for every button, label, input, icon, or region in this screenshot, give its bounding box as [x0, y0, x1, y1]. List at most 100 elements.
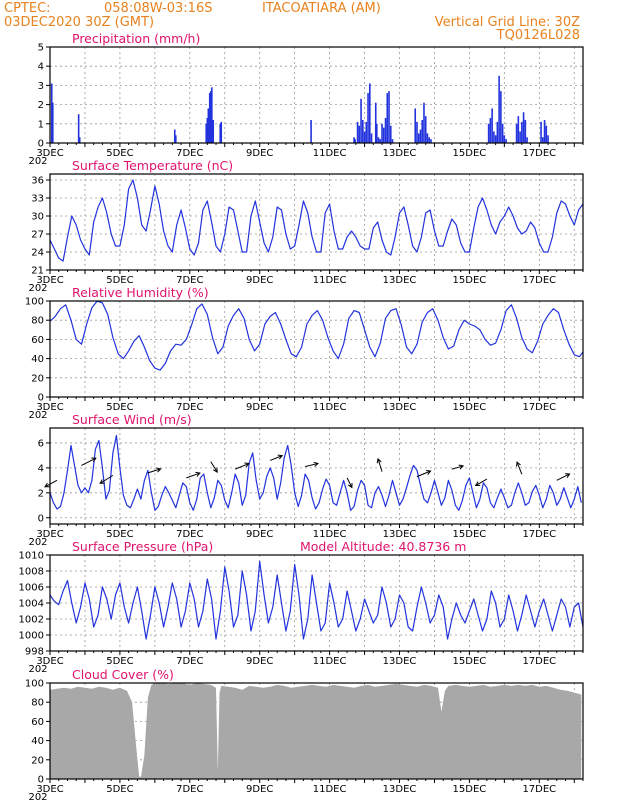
wind-arrow [474, 478, 488, 487]
wind-line [49, 434, 582, 511]
temperature-panel: 21 24 27 30 33 36 3DEC 5DEC 7DEC 9DEC 11DEC 13DEC 15… [28, 158, 584, 294]
wind-arrow [516, 461, 523, 475]
precipitation-bar [211, 87, 213, 143]
wind-arrow-shaft [44, 479, 58, 488]
precipitation-bar [356, 121, 359, 143]
wind-frame [49, 427, 584, 525]
precipitation-frame [49, 46, 584, 144]
wind-arrow-head [277, 454, 284, 460]
temperature-year-stub: 202 [28, 283, 47, 294]
humidity-ytick-label: 0 [38, 393, 44, 404]
precipitation-bar [419, 129, 422, 143]
cloud-cover-xtick-label: 17DEC [522, 784, 556, 795]
precipitation-bar [389, 125, 392, 143]
humidity-ytick-label: 40 [31, 354, 44, 365]
pressure-ytick-label: 1004 [19, 599, 44, 610]
precipitation-bar [362, 119, 364, 143]
precipitation-xtick-label: 5DEC [106, 148, 133, 159]
precipitation-bar [505, 139, 507, 143]
wind-xtick-label: 7DEC [176, 529, 203, 540]
pressure-ytick-label: 1000 [19, 631, 44, 642]
wind-xtick-label: 15DEC [453, 529, 487, 540]
cloud-cover-xtick-label: 9DEC [246, 784, 273, 795]
precipitation-bar [517, 116, 520, 143]
temperature-ytick-label: 27 [31, 230, 44, 241]
humidity-xtick-label: 13DEC [383, 402, 417, 413]
cloud-cover-xtick-label: 13DEC [383, 784, 417, 795]
header-station: ITACOATIARA (AM) [262, 1, 381, 16]
wind-arrow-shaft [147, 468, 161, 474]
precipitation-xtick-label: 15DEC [453, 148, 487, 159]
precipitation-bar [353, 137, 355, 143]
precipitation-bar [426, 133, 429, 143]
temperature-xtick-label: 15DEC [453, 275, 487, 286]
wind-arrow-shaft [346, 477, 353, 488]
cloud-cover-xtick-label: 5DEC [106, 784, 133, 795]
pressure-xtick-label: 17DEC [522, 656, 556, 667]
precipitation-bar [524, 119, 527, 143]
precipitation-bar [428, 137, 431, 143]
wind-arrow-head [213, 467, 218, 473]
temperature-xtick-label: 9DEC [246, 275, 273, 286]
cloud-cover-ytick-label: 40 [31, 736, 44, 747]
wind-title: Surface Wind (m/s) [72, 412, 192, 427]
precipitation-bar [77, 114, 80, 143]
precipitation-ytick-label: 0 [38, 139, 44, 150]
precipitation-bar [498, 75, 500, 143]
header-run: 03DEC2020 30Z (GMT) [4, 15, 154, 30]
precipitation-bar [365, 121, 368, 143]
wind-arrow [270, 454, 284, 461]
precipitation-bar [494, 135, 497, 143]
temperature-ytick-label: 21 [31, 266, 44, 277]
precipitation-bar [206, 118, 209, 143]
precipitation-xtick-label: 9DEC [246, 148, 273, 159]
wind-arrow [556, 473, 571, 481]
temperature-xtick-label: 17DEC [522, 275, 556, 286]
precipitation-year-stub: 202 [28, 156, 47, 167]
humidity-panel: 0 20 40 60 80 100 3DEC 5DEC 7DEC 9DEC 11DEC 13DEC 15… [25, 285, 584, 421]
wind-arrow-shaft [81, 457, 97, 466]
wind-arrow [81, 457, 97, 466]
wind-panel: 0 2 4 6 3DEC 5DEC 7DEC 9DEC 11DEC 13DEC 15DEC 17DEC… [28, 412, 584, 548]
temperature-ytick-label: 30 [31, 212, 44, 223]
precipitation-bar [519, 131, 521, 143]
pressure-xtick-label: 3DEC [36, 656, 63, 667]
pressure-ytick-label: 1006 [19, 583, 44, 594]
humidity-xtick-label: 15DEC [453, 402, 487, 413]
precipitation-title: Precipitation (mm/h) [72, 31, 200, 46]
wind-arrow [147, 467, 162, 474]
precipitation-bar [496, 121, 499, 143]
precipitation-bar [487, 123, 490, 143]
humidity-ytick-label: 20 [31, 373, 44, 384]
precipitation-bar [384, 118, 387, 143]
wind-arrow-head [313, 461, 319, 467]
wind-arrow-shaft [210, 461, 218, 473]
wind-ytick-label: 2 [38, 488, 44, 499]
pressure-ytick-label: 1010 [19, 551, 44, 562]
cloud-cover-ytick-label: 80 [31, 698, 44, 709]
wind-arrow [451, 464, 465, 470]
pressure-xtick-label: 13DEC [383, 656, 417, 667]
header-model-code: TQ0126L028 [496, 28, 580, 43]
wind-xtick-label: 11DEC [313, 529, 347, 540]
humidity-xtick-label: 9DEC [246, 402, 273, 413]
temperature-ytick-label: 33 [31, 194, 44, 205]
wind-arrow-head [44, 482, 50, 488]
pressure-xtick-label: 11DEC [313, 656, 347, 667]
precipitation-xtick-label: 17DEC [522, 148, 556, 159]
pressure-xtick-label: 7DEC [176, 656, 203, 667]
precipitation-ytick-label: 1 [38, 119, 44, 130]
header-source: CPTEC: [4, 1, 51, 16]
precipitation-bar [501, 123, 504, 143]
humidity-line [49, 300, 584, 371]
cloud-cover-ytick-label: 60 [31, 717, 44, 728]
precipitation-bar [381, 123, 383, 143]
precipitation-bar [209, 91, 212, 143]
wind-arrow [99, 474, 114, 484]
precipitation-ytick-label: 4 [38, 62, 44, 73]
wind-arrow-head [99, 479, 105, 484]
cloud-cover-frame [49, 682, 584, 780]
pressure-line [49, 560, 584, 640]
precipitation-bar [417, 133, 420, 143]
